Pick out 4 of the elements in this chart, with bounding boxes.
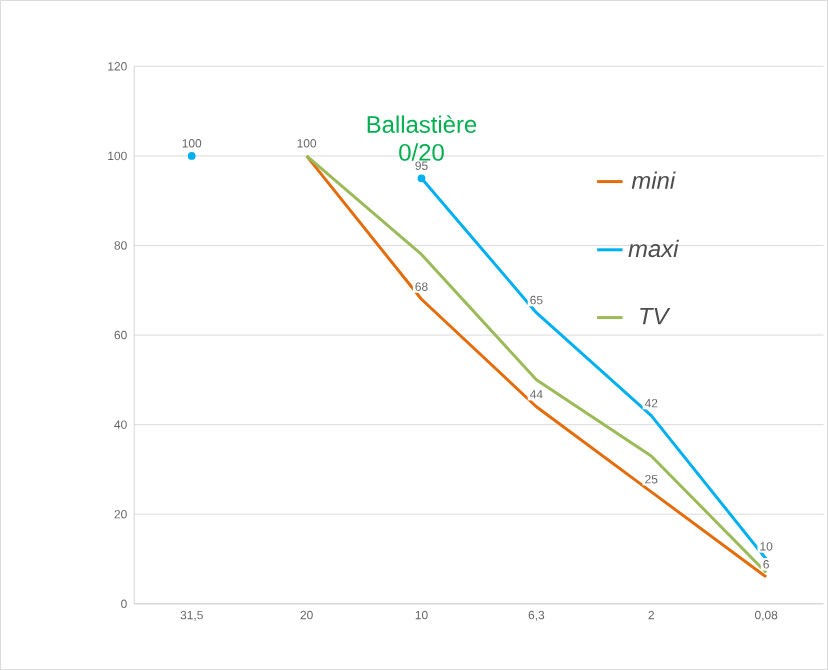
legend-label: maxi	[628, 239, 680, 258]
legend-label: TV	[640, 307, 671, 325]
text: Ballastière 0/20	[367, 115, 477, 161]
legend-label: mini	[631, 171, 676, 189]
